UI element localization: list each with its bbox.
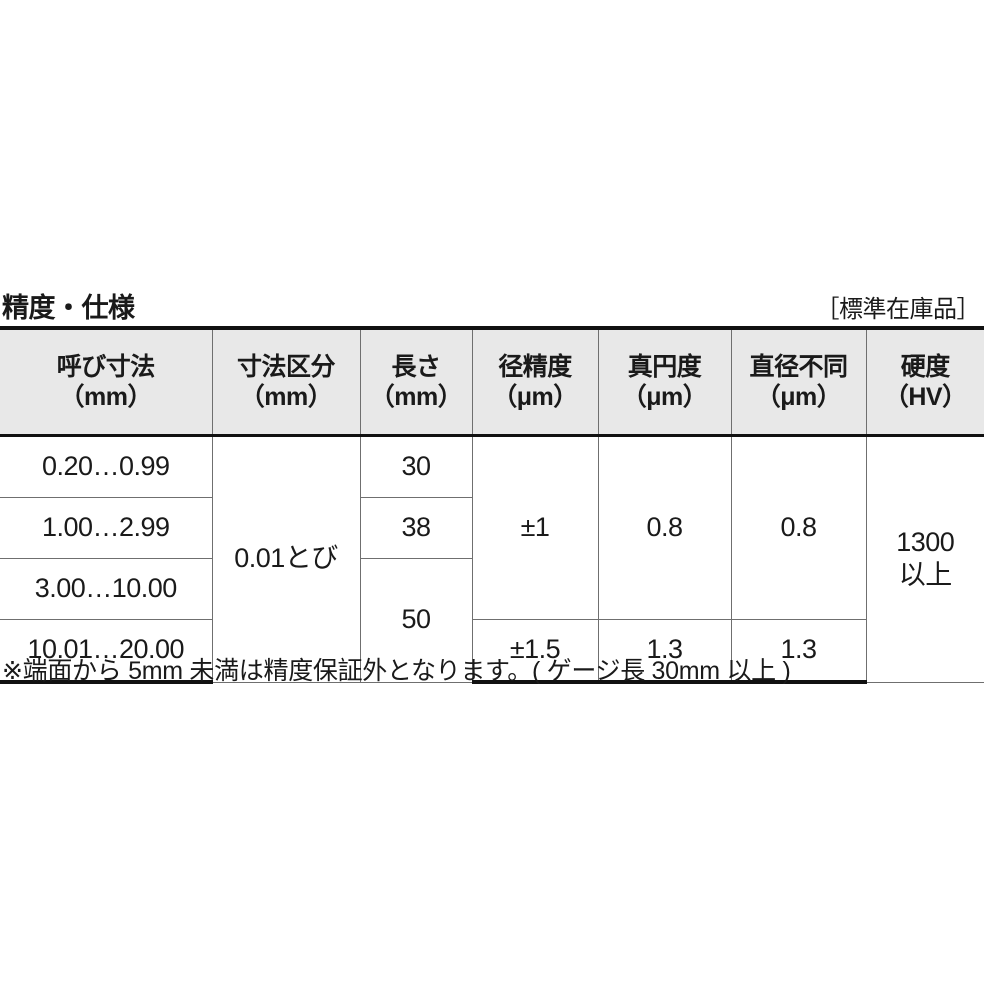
- table-footnote: ※端面から 5mm 未満は精度保証外となります。( ゲージ長 30mm 以上 ): [2, 657, 791, 685]
- header-line-1: 真円度: [627, 352, 702, 381]
- cell-nominal-size: 10.01…20.00: [0, 619, 213, 684]
- table-body: 0.20…0.99 0.01とび 30 ±1 0.8 0.8 1300 以上 1…: [0, 435, 984, 684]
- stock-status-label: ［標準在庫品］: [815, 296, 981, 323]
- cell-hardness: 1300 以上: [865, 435, 984, 683]
- header-line-2: （mm）: [59, 383, 153, 411]
- header-line-1: 呼び寸法: [56, 352, 156, 381]
- cell-length: 50: [359, 558, 472, 683]
- table-caption-row: 精度・仕様 ［標準在庫品］: [0, 272, 984, 322]
- table-row: 0.20…0.99 0.01とび 30 ±1 0.8 0.8 1300 以上: [0, 435, 984, 683]
- header-line-2: （μm）: [492, 383, 578, 411]
- header-line-2: （HV）: [883, 383, 967, 411]
- cell-diameter-variation: 0.8: [730, 435, 867, 620]
- cell-nominal-size: 3.00…10.00: [0, 558, 213, 620]
- header-line-1: 直径不同: [749, 352, 848, 381]
- header-line-2: （μm）: [755, 383, 842, 411]
- header-line-2: （mm）: [369, 383, 463, 411]
- cell-length: 38: [359, 497, 472, 559]
- header-line-1: 寸法区分: [236, 352, 336, 381]
- cell-roundness: 1.3: [597, 619, 732, 684]
- cell-size-division: 0.01とび: [211, 435, 361, 683]
- cell-diameter-accuracy: ±1: [471, 435, 599, 620]
- cell-diameter-variation: 1.3: [730, 619, 866, 684]
- cell-diameter-accuracy: ±1.5: [471, 619, 599, 684]
- cell-nominal-size: 0.20…0.99: [0, 435, 213, 498]
- column-header-hardness: 硬度 （HV）: [865, 326, 984, 437]
- column-header-roundness: 真円度 （μm）: [597, 326, 732, 437]
- column-header-length: 長さ （mm）: [359, 326, 473, 437]
- cell-nominal-size: 1.00…2.99: [0, 497, 213, 559]
- cell-length: 30: [359, 435, 473, 498]
- hardness-qualifier: 以上: [898, 560, 952, 591]
- cell-roundness: 0.8: [597, 435, 732, 620]
- column-header-size-division: 寸法区分 （mm）: [211, 326, 361, 437]
- header-line-1: 長さ: [391, 352, 441, 381]
- column-header-nominal-size: 呼び寸法 （mm）: [0, 326, 213, 437]
- hardness-value: 1300: [896, 526, 955, 557]
- table-header: 呼び寸法 （mm） 寸法区分 （mm） 長さ （mm） 径精度 （μm） 真円度: [0, 326, 984, 437]
- header-line-2: （μm）: [621, 383, 708, 411]
- table-row: 1.00…2.99 38: [0, 497, 984, 559]
- specification-table: 呼び寸法 （mm） 寸法区分 （mm） 長さ （mm） 径精度 （μm） 真円度: [0, 326, 984, 684]
- table-row: 3.00…10.00 50: [0, 558, 984, 683]
- table-row: 10.01…20.00 ±1.5 1.3 1.3: [0, 619, 984, 684]
- header-line-1: 径精度: [498, 352, 572, 381]
- column-header-diameter-variation: 直径不同 （μm）: [730, 326, 867, 437]
- header-row: 呼び寸法 （mm） 寸法区分 （mm） 長さ （mm） 径精度 （μm） 真円度: [0, 326, 984, 437]
- header-line-1: 硬度: [900, 352, 951, 381]
- header-line-2: （mm）: [239, 383, 333, 411]
- page-title: 精度・仕様: [2, 293, 135, 323]
- column-header-diameter-accuracy: 径精度 （μm）: [471, 326, 599, 437]
